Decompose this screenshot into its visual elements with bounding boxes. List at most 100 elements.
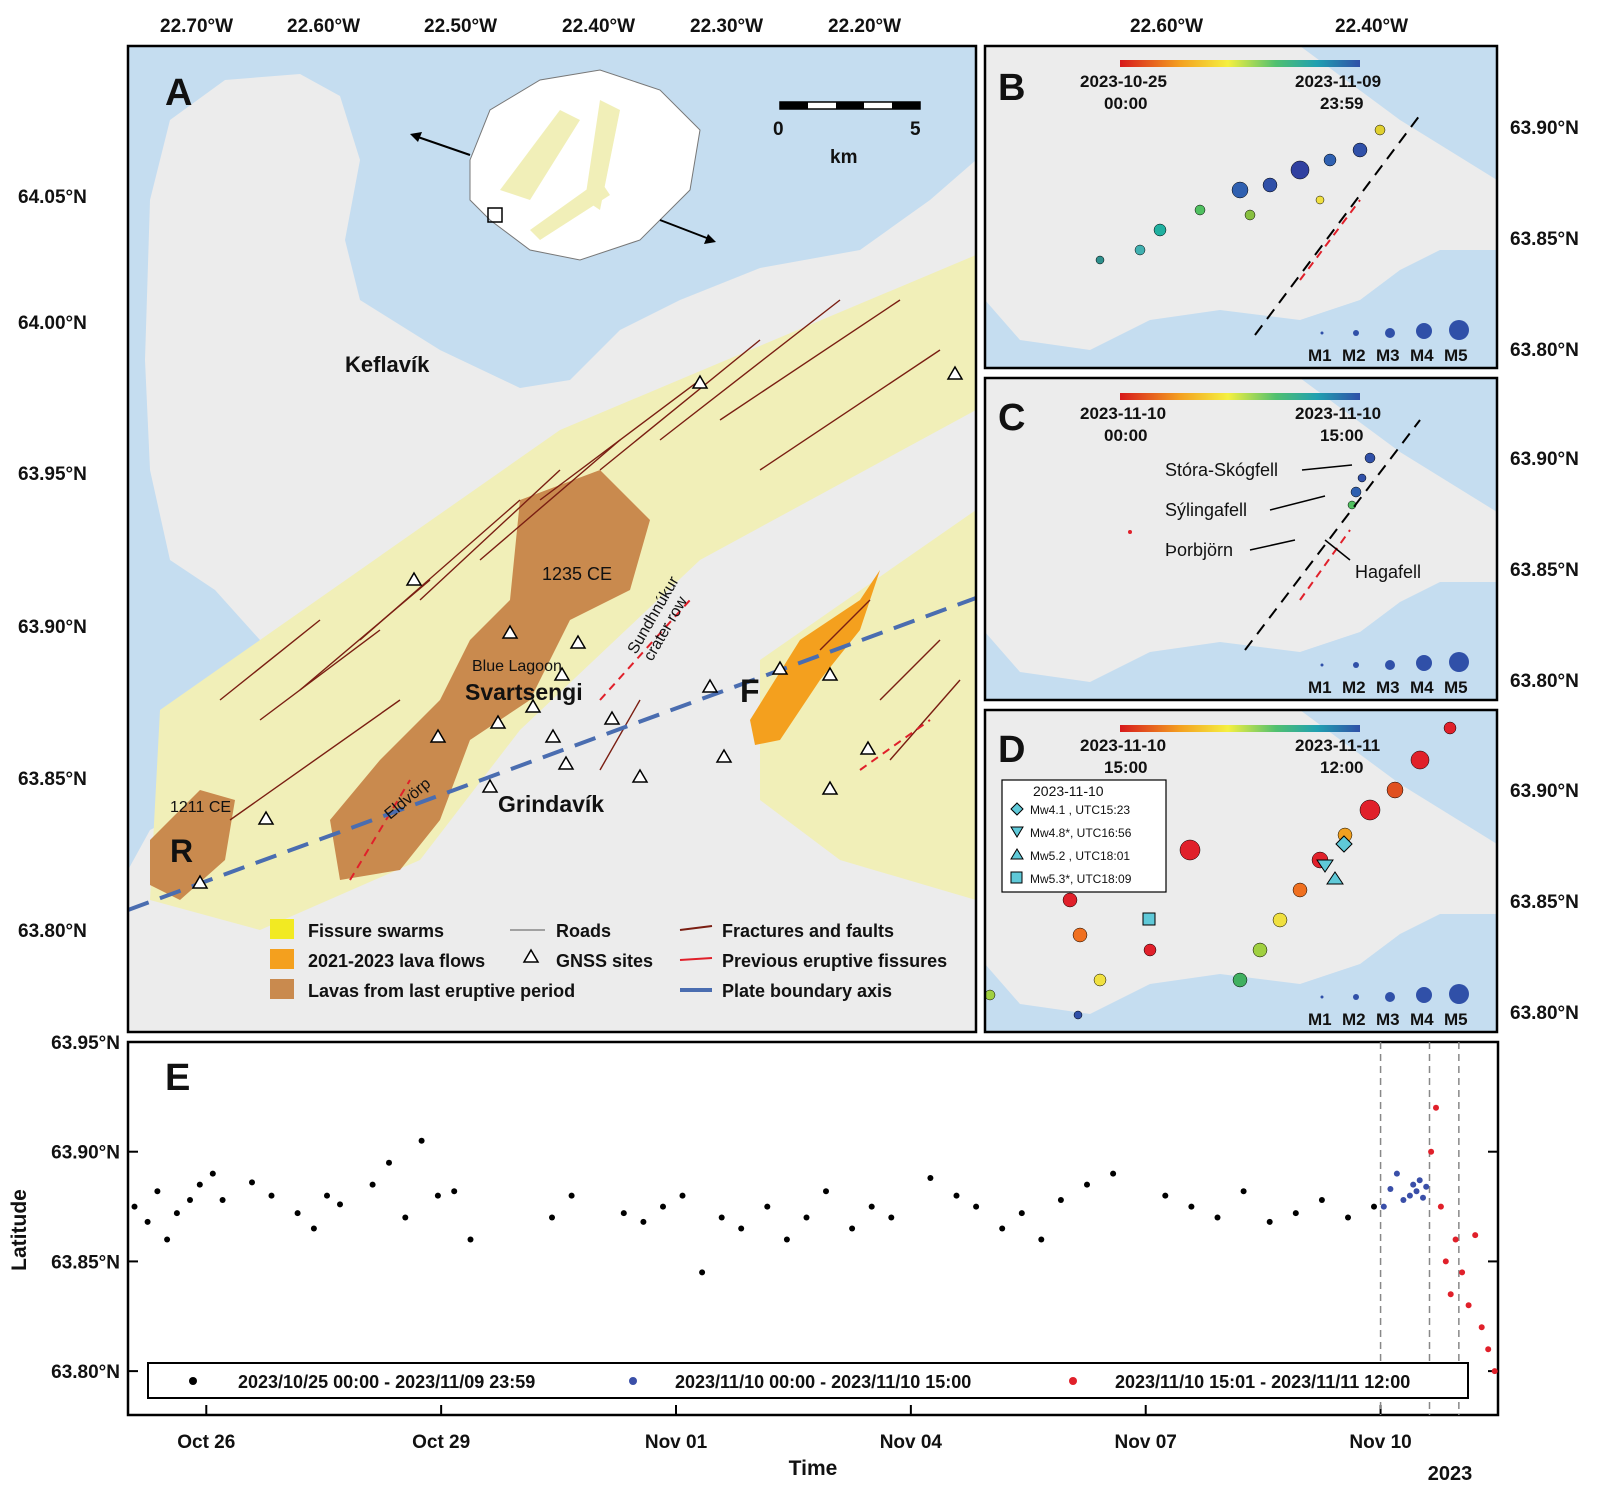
e-legend-marker-red <box>1069 1377 1077 1385</box>
place-grindavik: Grindavík <box>498 791 604 817</box>
panel-a-legend: Fissure swarms Roads Fractures and fault… <box>270 919 947 1001</box>
panel-b-colorbar <box>1120 60 1360 67</box>
e-point-series-1 <box>679 1192 686 1199</box>
legend-swatch-fissures <box>679 957 713 961</box>
leader-hagafell <box>1324 539 1351 561</box>
event-mw53 <box>1142 912 1156 926</box>
e-point-series-1 <box>467 1236 474 1243</box>
legend-swatch-swarm <box>270 919 294 939</box>
panel-a-lon-ticks: 22.70°W 22.60°W 22.50°W 22.40°W 22.30°W … <box>160 16 901 37</box>
e-point-series-1 <box>1110 1170 1117 1177</box>
panel-b-frame <box>983 44 1499 370</box>
e-ylabel: Latitude <box>8 1189 31 1271</box>
legend-roads: Roads <box>556 921 611 941</box>
panel-b-letter: B <box>998 67 1025 109</box>
e-point-series-2 <box>1413 1188 1420 1195</box>
e-point-series-1 <box>1371 1203 1377 1210</box>
e-point-series-2 <box>1423 1183 1430 1190</box>
e-y-tick-label: 63.95°N <box>51 1033 120 1054</box>
panel-d-event-box: 2023-11-10 Mw4.1 , UTC15:23 Mw4.8*, UTC1… <box>1001 779 1167 893</box>
b-lat-tick: 63.80°N <box>1510 340 1579 361</box>
panel-b-mag-legend: M1 M2 M3 M4 M5 <box>1308 320 1469 365</box>
e-point-series-1 <box>640 1218 647 1225</box>
e-y-tick-label: 63.90°N <box>51 1143 120 1164</box>
plate-boundary-axis <box>127 596 977 912</box>
lat-tick: 63.85°N <box>18 769 87 790</box>
panel-d-cbar-end-time: 12:00 <box>1320 758 1363 777</box>
panel-e-frame <box>126 1040 1500 1417</box>
e-point-series-1 <box>849 1225 856 1232</box>
lon-tick: 22.20°W <box>828 16 901 37</box>
scale-bar: 0 5 km <box>773 101 921 168</box>
d-lat-tick: 63.90°N <box>1510 781 1579 802</box>
e-point-series-1 <box>549 1214 555 1221</box>
panel-a-frame <box>126 44 978 1034</box>
mag-m2: M2 <box>1342 1010 1366 1029</box>
panel-a: A Keflavík Svartsengi Grindavík Blue Lag… <box>18 16 978 1034</box>
scale-start: 0 <box>773 119 784 140</box>
e-point-series-1 <box>1292 1210 1299 1217</box>
lon-tick: 22.40°W <box>562 16 635 37</box>
panel-b-dashed-line <box>1254 114 1421 336</box>
lon-tick: 22.30°W <box>690 16 763 37</box>
legend-plate-axis: Plate boundary axis <box>722 981 892 1001</box>
e-point-series-3 <box>1428 1148 1435 1155</box>
e-point-series-1 <box>154 1188 161 1195</box>
e-point-series-1 <box>868 1203 875 1210</box>
b-lat-tick: 63.90°N <box>1510 118 1579 139</box>
e-point-series-1 <box>823 1188 829 1195</box>
panel-d-letter: D <box>998 729 1025 771</box>
e-point-series-1 <box>249 1179 255 1186</box>
e-point-series-3 <box>1478 1324 1485 1331</box>
e-legend: 2023/10/25 00:00 - 2023/11/09 23:59 2023… <box>147 1362 1469 1399</box>
e-x-tick-label: Oct 26 <box>177 1432 235 1453</box>
c-lat-tick: 63.85°N <box>1510 560 1579 581</box>
e-legend-series-2: 2023/11/10 00:00 - 2023/11/10 15:00 <box>675 1372 971 1392</box>
label-sylingafell: Sýlingafell <box>1165 500 1247 520</box>
e-point-series-3 <box>1433 1104 1439 1111</box>
label-f: F <box>740 673 760 709</box>
label-thorbjorn: Þorbjörn <box>1165 540 1233 560</box>
panel-d-quakes <box>984 721 1457 1020</box>
mag-m5: M5 <box>1444 678 1468 697</box>
event-mw41-label: Mw4.1 , UTC15:23 <box>1030 803 1130 817</box>
e-legend-series-3: 2023/11/10 15:01 - 2023/11/11 12:00 <box>1115 1372 1410 1392</box>
e-point-series-3 <box>1459 1269 1466 1276</box>
lat-tick: 64.00°N <box>18 313 87 334</box>
e-point-series-3 <box>1452 1236 1459 1243</box>
e-point-series-1 <box>1018 1210 1025 1217</box>
e-point-series-1 <box>418 1137 425 1144</box>
legend-swatch-new-lava <box>270 949 294 969</box>
place-blue-lagoon: Blue Lagoon <box>472 658 562 675</box>
e-y-ticks: 63.95°N 63.90°N 63.85°N 63.80°N <box>51 1033 1498 1383</box>
e-x-tick-label: Nov 01 <box>645 1432 708 1453</box>
e-point-series-1 <box>718 1214 725 1221</box>
scale-end: 5 <box>910 119 921 140</box>
label-1211: 1211 CE <box>170 799 231 816</box>
lon-tick: 22.50°W <box>424 16 497 37</box>
mag-m5: M5 <box>1444 346 1468 365</box>
e-x-tick-label: Oct 29 <box>412 1432 470 1453</box>
mag-m4: M4 <box>1410 346 1434 365</box>
e-legend-marker-blue <box>629 1377 637 1385</box>
label-1235: 1235 CE <box>542 564 612 584</box>
place-svartsengi: Svartsengi <box>465 679 583 705</box>
e-xlabel: Time <box>789 1457 838 1480</box>
e-x-tick-label: Nov 10 <box>1349 1432 1411 1453</box>
panel-c-fissure <box>1299 529 1351 601</box>
event-mw52-label: Mw5.2 , UTC18:01 <box>1030 849 1130 863</box>
panel-c-letter: C <box>998 397 1025 439</box>
b-lat-tick: 63.85°N <box>1510 229 1579 250</box>
e-point-series-1 <box>337 1201 343 1208</box>
e-point-series-1 <box>1214 1214 1221 1221</box>
event-mw53-label: Mw5.3*, UTC18:09 <box>1030 872 1132 886</box>
e-point-series-1 <box>173 1210 180 1217</box>
panel-d-mag-legend: M1 M2 M3 M4 M5 <box>1308 984 1469 1029</box>
label-stora-skogfell: Stóra-Skógfell <box>1165 460 1278 480</box>
mag-m1: M1 <box>1308 1010 1332 1029</box>
e-legend-marker-black <box>189 1377 197 1385</box>
panel-c-cbar-start-time: 00:00 <box>1104 426 1147 445</box>
place-keflavik: Keflavík <box>345 352 430 377</box>
legend-lava-flows: 2021-2023 lava flows <box>308 951 485 971</box>
legend-prev-fissures: Previous eruptive fissures <box>722 951 947 971</box>
